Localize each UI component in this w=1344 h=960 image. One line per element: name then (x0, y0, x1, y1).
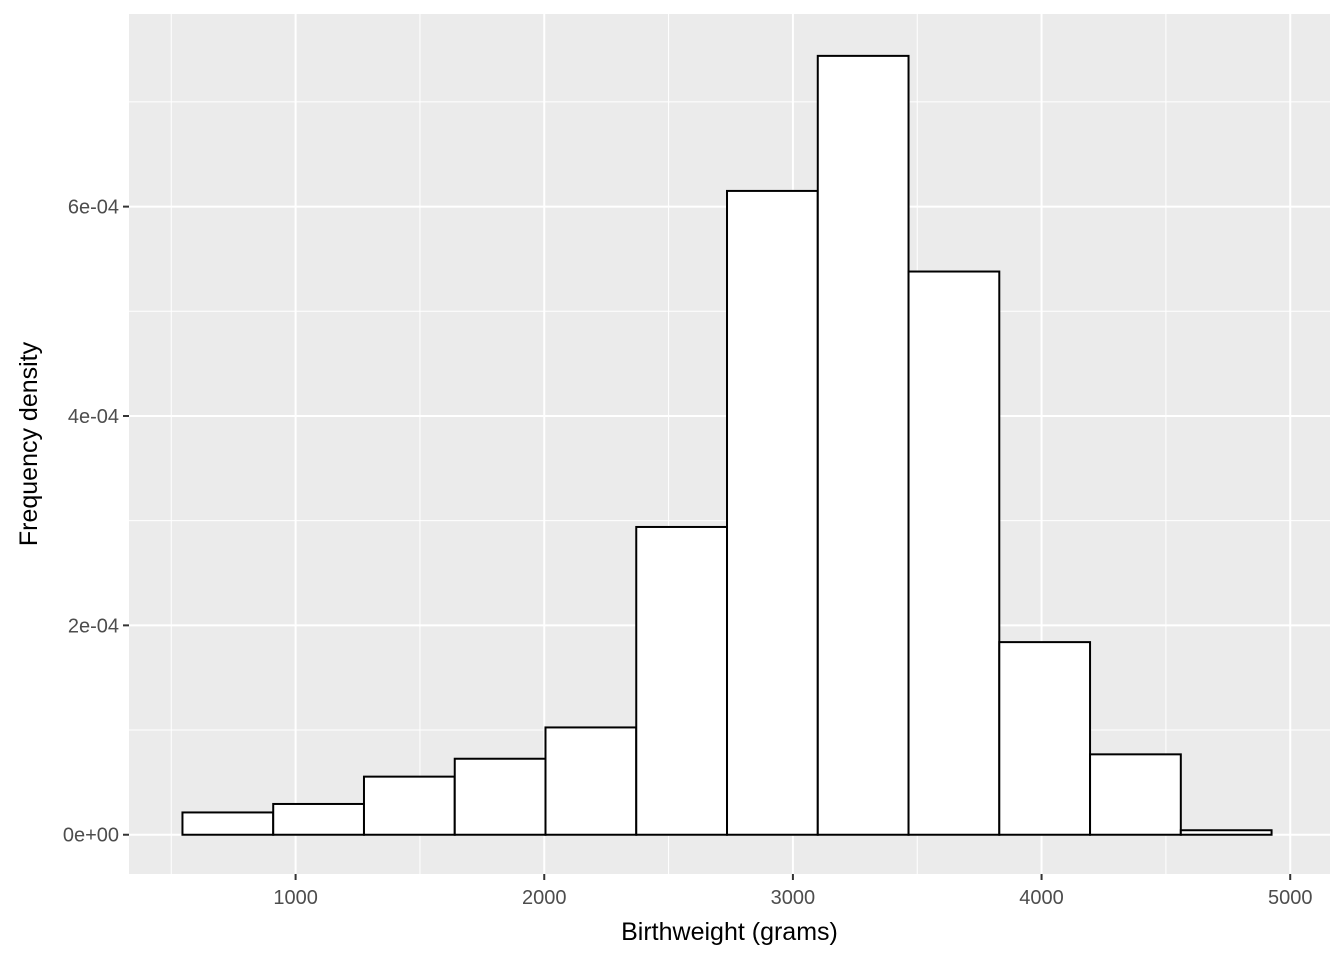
y-tick-label: 2e-04 (68, 615, 119, 637)
histogram-bar (453, 757, 547, 836)
histogram-bar (272, 802, 365, 836)
histogram-bar (816, 54, 910, 836)
x-axis: 1000 2000 3000 4000 5000 (273, 874, 1312, 909)
histogram-bar (726, 189, 819, 836)
y-tick-label: 6e-04 (68, 197, 119, 219)
histogram-bar (998, 641, 1092, 836)
histogram-bar (635, 525, 729, 836)
y-axis: 0e+00 2e-04 4e-04 6e-04 (63, 197, 129, 847)
x-tick-label: 5000 (1268, 887, 1313, 909)
histogram-bar (544, 726, 638, 836)
y-axis-title: Frequency density (15, 341, 43, 546)
y-tick-label: 0e+00 (63, 825, 119, 847)
x-tick-label: 1000 (273, 887, 318, 909)
y-tick-label: 4e-04 (68, 406, 119, 428)
histogram-bar (181, 811, 275, 836)
histogram-bar (907, 270, 1001, 836)
histogram-bars (181, 54, 1273, 836)
histogram-bar (1179, 829, 1273, 836)
x-tick-label: 3000 (771, 887, 816, 909)
x-axis-title: Birthweight (grams) (621, 918, 838, 946)
x-tick-label: 4000 (1019, 887, 1064, 909)
histogram-bar (362, 775, 456, 836)
histogram-bar (1089, 753, 1182, 836)
x-tick-label: 2000 (522, 887, 567, 909)
